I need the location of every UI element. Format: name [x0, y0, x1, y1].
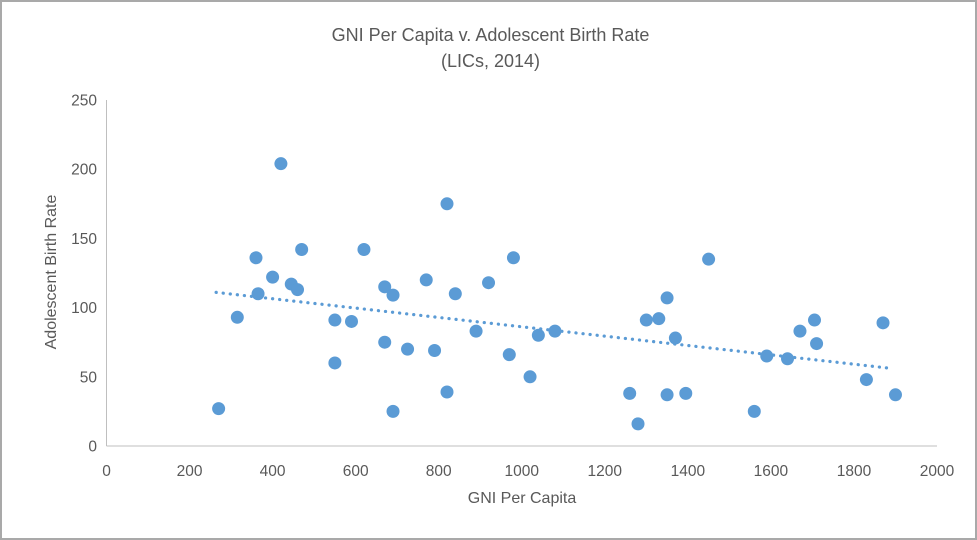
scatter-point: [266, 270, 280, 284]
x-tick-label: 1200: [588, 463, 623, 480]
scatter-point: [506, 251, 520, 265]
scatter-point: [291, 283, 305, 297]
y-tick-label: 200: [71, 162, 97, 179]
scatter-point: [810, 337, 824, 351]
x-axis-title: GNI Per Capita: [467, 490, 577, 507]
scatter-point: [660, 388, 674, 402]
y-tick-label: 50: [80, 369, 98, 386]
scatter-point: [448, 287, 462, 301]
y-tick-label: 100: [71, 300, 97, 317]
scatter-point: [652, 312, 666, 326]
scatter-point: [469, 324, 483, 338]
scatter-point: [295, 242, 309, 256]
scatter-point: [747, 404, 761, 418]
scatter-point: [440, 197, 454, 211]
scatter-point: [230, 310, 244, 324]
scatter-point: [386, 404, 400, 418]
scatter-point: [639, 313, 653, 327]
x-tick-label: 1400: [671, 463, 706, 480]
scatter-point: [378, 335, 392, 349]
scatter-point: [531, 328, 545, 342]
scatter-point: [357, 242, 371, 256]
x-tick-label: 200: [177, 463, 203, 480]
scatter-point: [876, 316, 890, 330]
scatter-point: [249, 251, 263, 265]
scatter-point: [251, 287, 265, 301]
scatter-point: [668, 331, 682, 345]
scatter-point: [523, 370, 537, 384]
scatter-point: [328, 356, 342, 370]
y-tick-label: 150: [71, 231, 97, 248]
y-tick-label: 0: [88, 439, 97, 456]
scatter-point: [274, 157, 288, 171]
y-tick-label: 250: [71, 93, 97, 110]
scatter-point: [793, 324, 807, 338]
y-axis-title: Adolescent Birth Rate: [43, 194, 60, 350]
scatter-point: [378, 280, 392, 294]
x-tick-label: 1800: [837, 463, 872, 480]
scatter-point: [428, 344, 442, 358]
x-tick-label: 2000: [920, 463, 955, 480]
scatter-point: [888, 388, 902, 402]
scatter-point: [679, 386, 693, 400]
scatter-point: [328, 313, 342, 327]
x-tick-label: 1000: [505, 463, 540, 480]
scatter-point: [781, 352, 795, 366]
scatter-point: [344, 314, 358, 328]
scatter-point: [623, 386, 637, 400]
scatter-point: [440, 385, 454, 399]
x-tick-label: 400: [260, 463, 286, 480]
scatter-point: [502, 348, 516, 362]
scatter-point: [702, 252, 716, 266]
scatter-point: [419, 273, 433, 287]
scatter-point: [386, 288, 400, 302]
scatter-point: [859, 373, 873, 387]
scatter-point: [548, 324, 562, 338]
chart-title-line1: GNI Per Capita v. Adolescent Birth Rate: [331, 25, 650, 45]
x-tick-label: 1600: [754, 463, 789, 480]
x-tick-label: 600: [343, 463, 369, 480]
x-tick-label: 0: [102, 463, 111, 480]
chart-title: GNI Per Capita v. Adolescent Birth Rate …: [2, 22, 975, 74]
scatter-point: [401, 342, 415, 356]
scatter-point: [631, 417, 645, 431]
scatter-point: [660, 291, 674, 305]
scatter-point: [808, 313, 822, 327]
scatter-point: [212, 402, 226, 416]
scatter-point: [482, 276, 496, 290]
chart-title-line2: (LICs, 2014): [440, 51, 541, 71]
scatter-point: [760, 349, 774, 363]
x-tick-label: 800: [426, 463, 452, 480]
